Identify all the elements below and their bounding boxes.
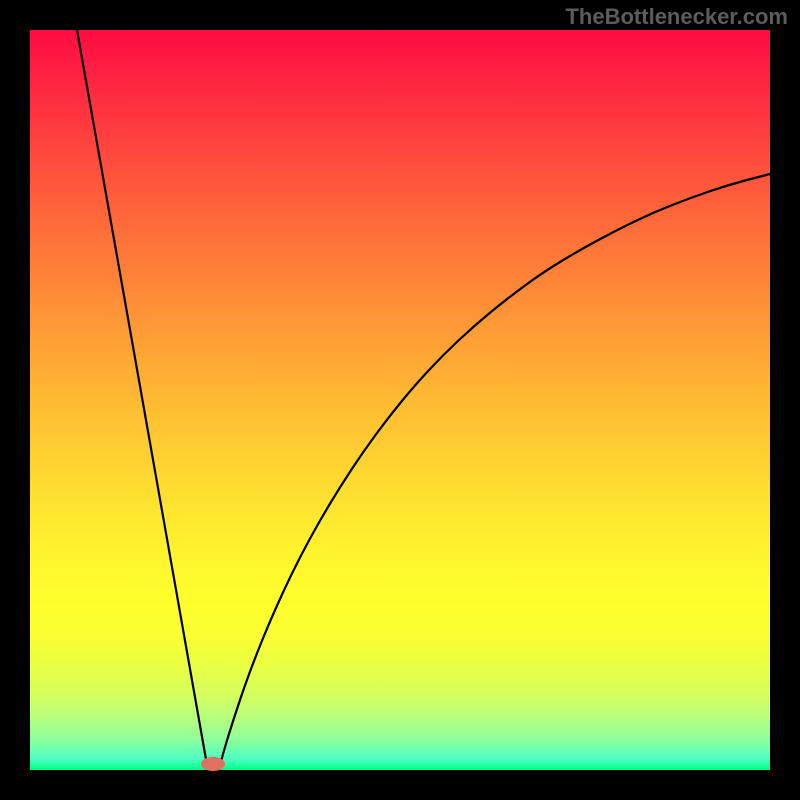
watermark-text: TheBottlenecker.com: [565, 4, 788, 30]
plot-area: [30, 30, 770, 770]
minimum-marker: [201, 757, 225, 771]
curve-overlay: [30, 30, 770, 770]
chart-container: TheBottlenecker.com: [0, 0, 800, 800]
